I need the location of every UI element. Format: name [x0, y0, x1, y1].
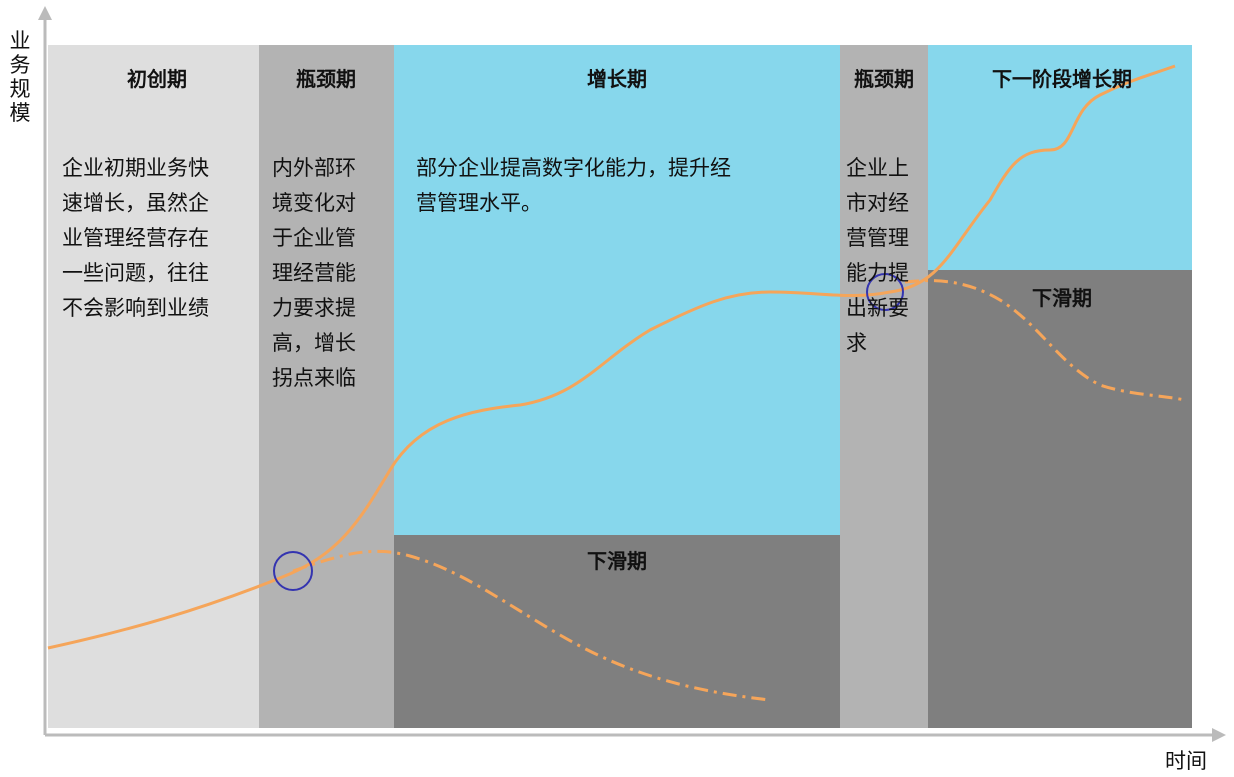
- stage-title: 瓶颈期: [296, 67, 356, 91]
- inflection-marker: [273, 551, 313, 591]
- stage-description: 高，增长: [272, 331, 356, 355]
- stage-description: 于企业管: [272, 226, 356, 250]
- stage-title: 下一阶段增长期: [992, 67, 1132, 91]
- stage-title: 瓶颈期: [854, 67, 914, 91]
- stage-description: 市对经: [846, 191, 909, 215]
- stage-title: 初创期: [127, 67, 187, 91]
- stage-description: 出新要: [846, 296, 909, 320]
- decline-title: 下滑期: [587, 549, 647, 573]
- stage-description: 求: [846, 331, 867, 355]
- stage-description: 境变化对: [272, 191, 356, 215]
- stage-description: 理经营能: [272, 261, 356, 285]
- stage-description: 内外部环: [272, 156, 356, 180]
- panel-growth: [394, 45, 840, 535]
- decline-curve: [904, 279, 1186, 402]
- stage-description: 企业上: [846, 156, 909, 180]
- stage-description: 不会影响到业绩: [62, 296, 209, 320]
- panel-bottleneck: [840, 45, 928, 728]
- y-axis-label: 业务规模: [10, 29, 31, 125]
- stage-description: 部分企业提高数字化能力，提升经: [416, 156, 731, 180]
- stage-title: 增长期: [587, 67, 647, 91]
- growth-curve: [47, 64, 1176, 650]
- panel-next-growth: [928, 45, 1192, 270]
- stage-description: 能力提: [846, 261, 909, 285]
- stage-description: 拐点来临: [272, 366, 356, 390]
- stage-description: 营管理: [846, 226, 909, 250]
- inflection-marker: [866, 273, 904, 311]
- panel-bottleneck: [259, 45, 394, 728]
- stage-description: 一些问题，往往: [62, 261, 209, 285]
- stage-description: 企业初期业务快: [62, 156, 209, 180]
- decline-title: 下滑期: [1032, 286, 1092, 310]
- panel-decline: [928, 270, 1192, 728]
- stage-description: 力要求提: [272, 296, 356, 320]
- x-axis-label: 时间: [1165, 749, 1207, 773]
- stage-description: 营管理水平。: [416, 191, 542, 215]
- decline-curve: [292, 549, 771, 702]
- stage-description: 业管理经营存在: [62, 226, 209, 250]
- arrow: [1212, 728, 1226, 742]
- panel-startup: [48, 45, 259, 728]
- stage-description: 速增长，虽然企: [62, 191, 209, 215]
- panel-decline: [394, 535, 840, 728]
- arrow: [38, 6, 52, 20]
